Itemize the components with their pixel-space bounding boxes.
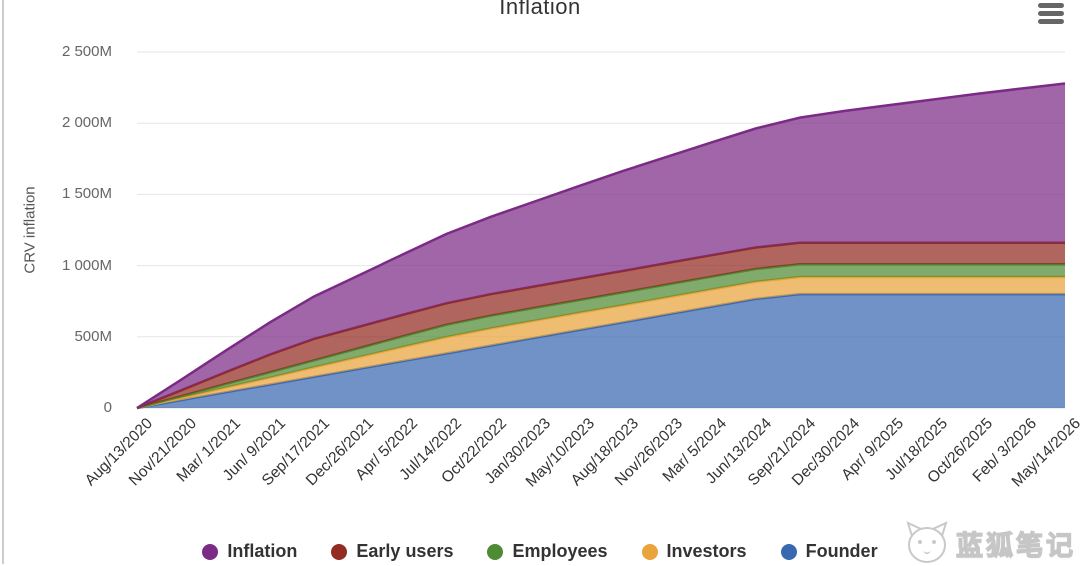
y-tick-label: 0 [103, 399, 112, 416]
y-tick-label: 500M [74, 327, 112, 345]
menu-bar [1038, 11, 1064, 16]
legend-item-inflation[interactable]: Inflation [202, 541, 297, 562]
legend-label: Founder [805, 541, 878, 561]
hamburger-menu-icon[interactable] [1038, 3, 1064, 25]
legend-label: Early users [356, 541, 454, 561]
area-series-founder[interactable] [137, 294, 1065, 408]
y-tick-label: 2 000M [61, 114, 112, 132]
legend-dot-icon [331, 543, 348, 560]
legend-dot-icon [202, 543, 219, 560]
y-tick-label: 2 500M [61, 43, 112, 60]
area-series-investors[interactable] [137, 277, 1065, 408]
menu-bar [1038, 3, 1064, 8]
legend-item-investors[interactable]: Investors [641, 541, 747, 562]
legend-dot-icon [487, 543, 504, 560]
legend-label: Employees [512, 541, 608, 561]
page-left-border [2, 0, 4, 564]
y-tick-label: 1 000M [61, 256, 112, 274]
legend-item-employees[interactable]: Employees [487, 541, 608, 562]
legend-item-founder[interactable]: Founder [780, 541, 878, 562]
legend-item-early-users[interactable]: Early users [331, 541, 453, 562]
legend-label: Investors [666, 541, 747, 561]
menu-bar [1038, 19, 1064, 24]
legend-label: Inflation [227, 541, 298, 561]
legend-dot-icon [641, 543, 658, 560]
chart-title: Inflation [499, 0, 581, 19]
area-series-line-inflation [136, 82, 1066, 410]
chart-legend: Inflation Early users Employees Investors Fo… [0, 541, 1080, 562]
y-tick-label: 1 500M [61, 185, 112, 203]
area-series-inflation[interactable] [137, 83, 1065, 409]
legend-dot-icon [780, 543, 797, 560]
